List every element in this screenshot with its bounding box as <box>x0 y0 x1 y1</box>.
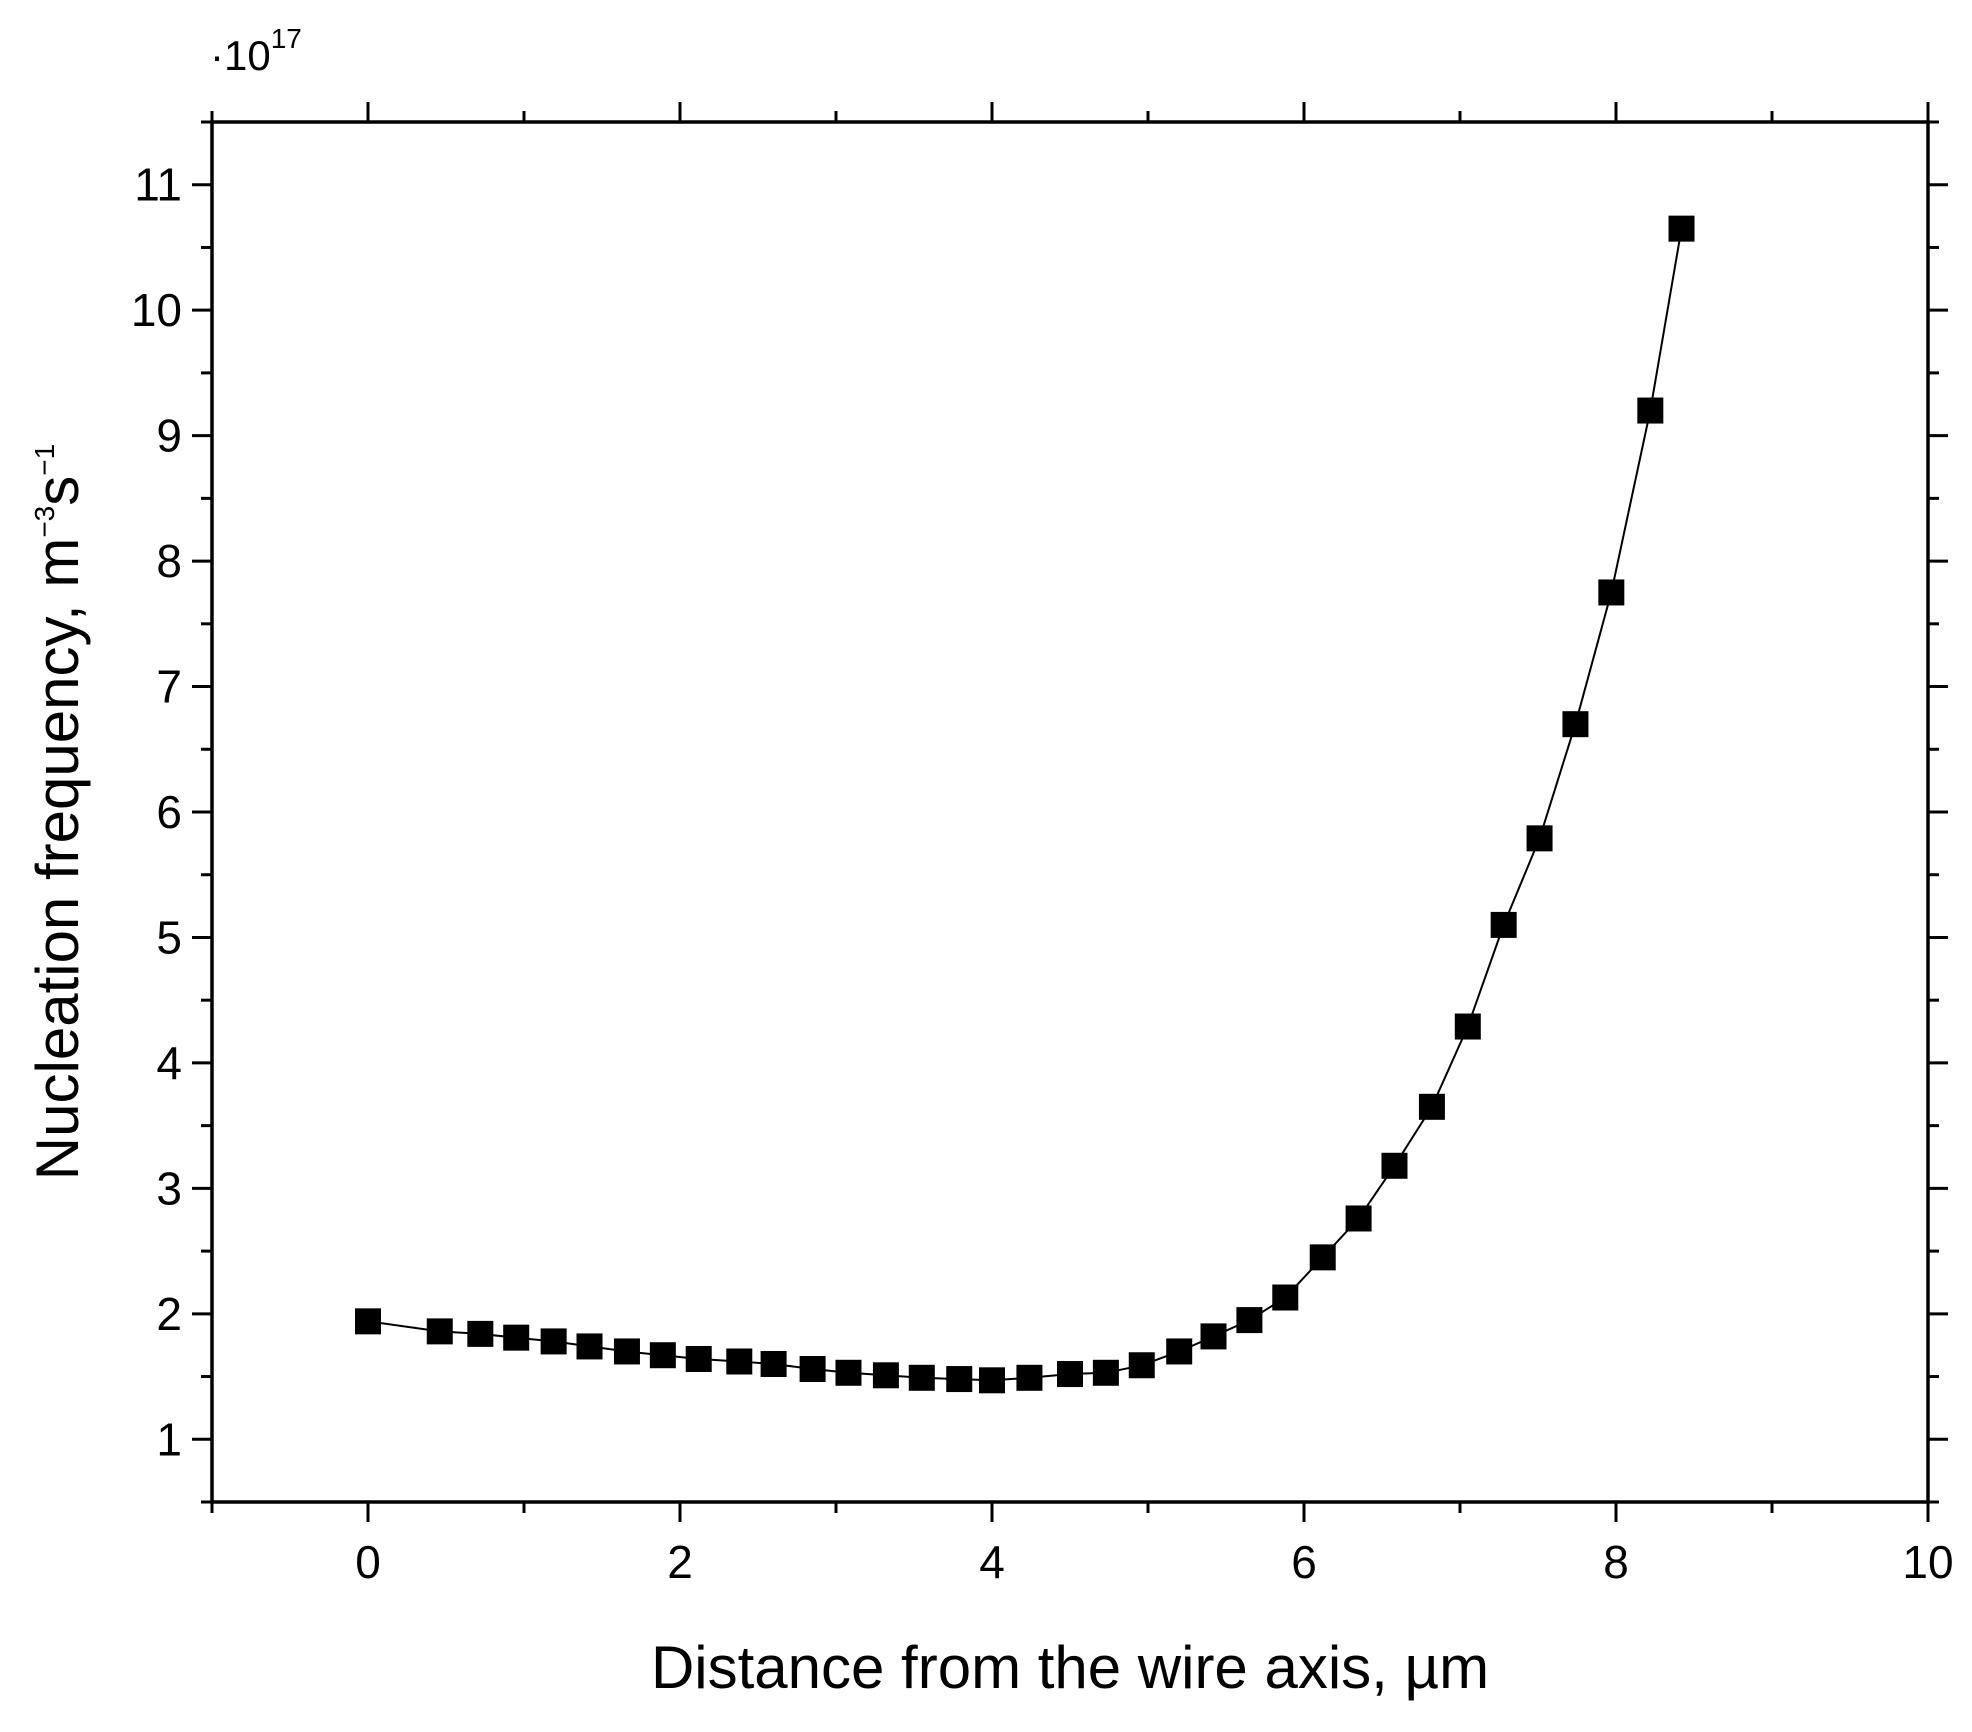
y-tick-label: 6 <box>156 786 182 838</box>
series-line <box>367 228 1683 1382</box>
data-point <box>1526 825 1553 852</box>
x-tick-label: 6 <box>1291 1536 1317 1588</box>
data-point <box>1236 1307 1263 1334</box>
data-point <box>872 1362 899 1389</box>
x-axis-title: Distance from the wire axis, µm <box>651 1634 1489 1701</box>
data-point <box>613 1338 640 1365</box>
x-tick-label: 0 <box>355 1536 381 1588</box>
y-tick-label: 3 <box>156 1162 182 1214</box>
x-tick-label: 2 <box>667 1536 693 1588</box>
data-point <box>503 1324 530 1351</box>
axis-ticks <box>192 102 1948 1522</box>
x-tick-label: 10 <box>1902 1536 1953 1588</box>
data-point <box>1345 1205 1372 1232</box>
data-point <box>1381 1152 1408 1179</box>
data-point <box>1418 1093 1445 1120</box>
data-point <box>540 1328 567 1355</box>
y-axis-title: Nucleation frequency, m−3s−1 <box>24 444 91 1180</box>
data-point <box>649 1342 676 1369</box>
data-point <box>1598 579 1625 606</box>
data-point <box>760 1351 787 1377</box>
data-point <box>1562 711 1589 738</box>
data-point <box>1454 1013 1481 1040</box>
data-point <box>1637 397 1664 424</box>
data-markers <box>355 215 1695 1394</box>
data-point <box>1057 1361 1083 1388</box>
data-point <box>1166 1338 1193 1365</box>
data-point <box>1309 1244 1336 1271</box>
x-tick-label: 8 <box>1603 1536 1629 1588</box>
data-point <box>685 1345 712 1372</box>
plot-frame <box>210 120 1930 1504</box>
data-point <box>426 1318 453 1345</box>
data-point <box>799 1356 826 1383</box>
y-tick-label: 2 <box>156 1288 182 1340</box>
data-point <box>1272 1284 1299 1311</box>
data-point <box>908 1364 935 1391</box>
x-tick-label: 4 <box>979 1536 1005 1588</box>
data-point <box>467 1320 494 1347</box>
data-point <box>355 1308 381 1335</box>
data-point <box>835 1359 862 1386</box>
y-tick-label: 5 <box>156 911 182 963</box>
data-point <box>1668 215 1695 242</box>
data-point <box>1490 911 1517 938</box>
y-scale-factor: ·1017 <box>210 23 302 79</box>
y-tick-label: 8 <box>156 535 182 587</box>
data-point <box>946 1366 973 1393</box>
data-point <box>1128 1352 1155 1379</box>
data-point <box>1092 1359 1119 1386</box>
y-tick-label: 4 <box>156 1037 182 1089</box>
y-tick-label: 1 <box>156 1413 182 1465</box>
data-point <box>1016 1364 1043 1391</box>
data-point <box>979 1367 1005 1394</box>
y-tick-label: 7 <box>156 661 182 713</box>
y-tick-label: 9 <box>156 410 182 462</box>
y-tick-label: 11 <box>134 159 182 211</box>
data-point <box>1200 1323 1227 1350</box>
data-point <box>726 1348 753 1375</box>
data-point <box>576 1333 603 1360</box>
y-tick-label: 10 <box>131 284 182 336</box>
